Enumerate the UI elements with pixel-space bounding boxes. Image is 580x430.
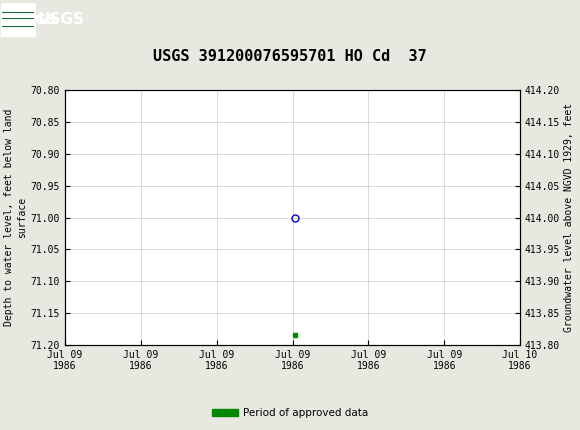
Text: USGS: USGS bbox=[38, 12, 85, 28]
Y-axis label: Depth to water level, feet below land
surface: Depth to water level, feet below land su… bbox=[4, 109, 27, 326]
Y-axis label: Groundwater level above NGVD 1929, feet: Groundwater level above NGVD 1929, feet bbox=[564, 103, 574, 332]
Bar bbox=[1, 4, 35, 36]
Bar bbox=[2, 3, 34, 37]
Text: USGS 391200076595701 HO Cd  37: USGS 391200076595701 HO Cd 37 bbox=[153, 49, 427, 64]
Legend: Period of approved data: Period of approved data bbox=[208, 404, 372, 423]
Text: ≈USGS: ≈USGS bbox=[3, 13, 57, 27]
